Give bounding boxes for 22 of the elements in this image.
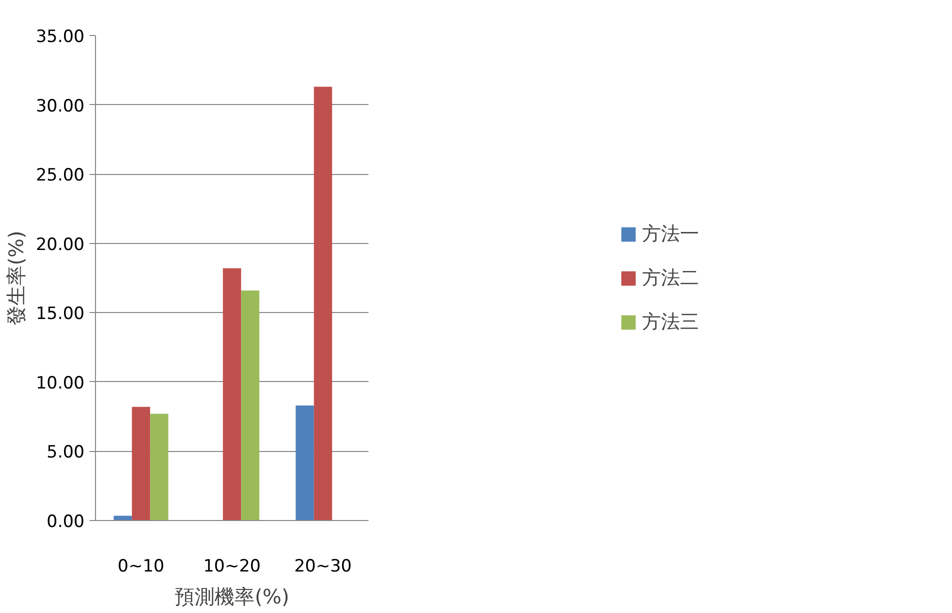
legend-label: 方法二 (642, 266, 699, 290)
legend-label: 方法三 (642, 310, 699, 334)
y-tick-label: 10.00 (36, 373, 85, 394)
y-axis-title: 發生率(%) (4, 230, 28, 326)
y-tick-label: 30.00 (36, 96, 85, 116)
bar (296, 405, 314, 520)
y-tick-label: 25.00 (36, 166, 85, 186)
bar (132, 406, 150, 520)
x-axis-title: 預測機率(%) (174, 584, 290, 608)
x-tick-label: 10~20 (203, 556, 261, 576)
bar (222, 268, 242, 520)
y-tick-label: 20.00 (36, 234, 85, 255)
legend-label: 方法一 (642, 222, 699, 246)
x-tick-label: 0~10 (118, 556, 164, 576)
bar (150, 414, 168, 520)
bar (241, 290, 260, 520)
y-tick-label: 15.00 (36, 304, 85, 324)
y-tick-label: 0.00 (46, 512, 85, 532)
y-tick-label: 35.00 (36, 27, 85, 47)
x-tick-label: 20~30 (294, 556, 352, 576)
bar (314, 86, 332, 520)
y-tick-label: 5.00 (46, 442, 85, 463)
